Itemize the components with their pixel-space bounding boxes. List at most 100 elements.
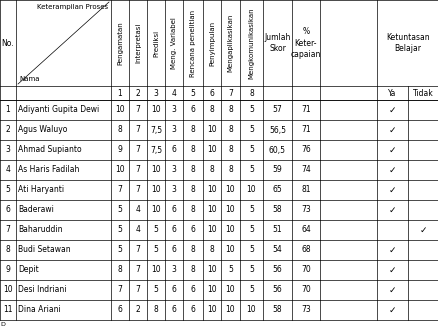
Text: 5: 5 xyxy=(248,285,253,295)
Text: Depit: Depit xyxy=(18,265,39,275)
Text: %
Keter-
capaian: % Keter- capaian xyxy=(290,27,321,59)
Text: 5: 5 xyxy=(153,226,158,235)
Text: 10: 10 xyxy=(207,146,216,154)
Text: 56,5: 56,5 xyxy=(268,126,285,134)
Text: 70: 70 xyxy=(300,265,310,275)
Text: 10: 10 xyxy=(207,126,216,134)
Text: 8: 8 xyxy=(190,126,195,134)
Text: Dina Ariani: Dina Ariani xyxy=(18,305,60,315)
Text: 7,5: 7,5 xyxy=(150,126,162,134)
Text: No.: No. xyxy=(2,38,14,48)
Text: Ati Haryanti: Ati Haryanti xyxy=(18,186,64,195)
Text: 8: 8 xyxy=(190,265,195,275)
Text: 4: 4 xyxy=(135,206,140,215)
Text: 3: 3 xyxy=(171,166,176,174)
Text: 7: 7 xyxy=(6,226,11,235)
Text: 8: 8 xyxy=(228,146,232,154)
Text: 7: 7 xyxy=(135,166,140,174)
Text: 10: 10 xyxy=(151,265,160,275)
Text: 10: 10 xyxy=(207,265,216,275)
Text: 2: 2 xyxy=(6,126,11,134)
Text: Keterampilan Proses: Keterampilan Proses xyxy=(37,4,108,10)
Text: 10: 10 xyxy=(207,226,216,235)
Text: 8: 8 xyxy=(209,106,214,114)
Text: 71: 71 xyxy=(300,106,310,114)
Text: Baharuddin: Baharuddin xyxy=(18,226,62,235)
Text: 5: 5 xyxy=(6,186,11,195)
Text: 5: 5 xyxy=(228,265,233,275)
Text: Prediksi: Prediksi xyxy=(153,30,159,56)
Text: 3: 3 xyxy=(153,89,158,97)
Text: Tidak: Tidak xyxy=(412,89,433,97)
Text: 6: 6 xyxy=(190,226,195,235)
Text: 2: 2 xyxy=(135,89,140,97)
Text: 5: 5 xyxy=(248,126,253,134)
Text: ✓: ✓ xyxy=(419,226,426,235)
Text: Baderawi: Baderawi xyxy=(18,206,54,215)
Text: ✓: ✓ xyxy=(388,206,396,215)
Text: 6: 6 xyxy=(117,305,122,315)
Text: 10: 10 xyxy=(151,206,160,215)
Text: 73: 73 xyxy=(300,206,310,215)
Text: Mengaplikasikan: Mengaplikasikan xyxy=(227,14,233,72)
Text: 8: 8 xyxy=(153,305,158,315)
Text: 70: 70 xyxy=(300,285,310,295)
Text: 3: 3 xyxy=(171,106,176,114)
Text: 7: 7 xyxy=(117,285,122,295)
Text: 6: 6 xyxy=(171,305,176,315)
Text: 4: 4 xyxy=(6,166,11,174)
Text: 5: 5 xyxy=(248,245,253,255)
Text: 6: 6 xyxy=(190,285,195,295)
Text: 4: 4 xyxy=(135,226,140,235)
Text: Nama: Nama xyxy=(19,76,39,82)
Text: Agus Waluyo: Agus Waluyo xyxy=(18,126,67,134)
Text: 5: 5 xyxy=(117,245,122,255)
Text: Budi Setawan: Budi Setawan xyxy=(18,245,71,255)
Text: 10: 10 xyxy=(207,285,216,295)
Text: 8: 8 xyxy=(190,186,195,195)
Text: 10: 10 xyxy=(246,305,256,315)
Text: ✓: ✓ xyxy=(388,265,396,275)
Text: 8: 8 xyxy=(190,245,195,255)
Text: 1: 1 xyxy=(117,89,122,97)
Text: 57: 57 xyxy=(272,106,282,114)
Text: 10: 10 xyxy=(225,226,235,235)
Text: 5: 5 xyxy=(153,245,158,255)
Text: 76: 76 xyxy=(300,146,310,154)
Text: 7: 7 xyxy=(117,186,122,195)
Text: 10: 10 xyxy=(246,186,256,195)
Text: 7: 7 xyxy=(228,89,233,97)
Text: D: D xyxy=(0,321,5,326)
Text: 10: 10 xyxy=(3,285,13,295)
Text: 8: 8 xyxy=(228,106,232,114)
Text: 2: 2 xyxy=(135,305,140,315)
Text: 8: 8 xyxy=(209,245,214,255)
Text: 8: 8 xyxy=(248,89,253,97)
Text: Rencana penelitian: Rencana penelitian xyxy=(190,10,195,76)
Text: 6: 6 xyxy=(6,206,11,215)
Text: 8: 8 xyxy=(190,206,195,215)
Text: 6: 6 xyxy=(209,89,214,97)
Text: Ya: Ya xyxy=(388,89,396,97)
Text: 9: 9 xyxy=(117,146,122,154)
Text: 7: 7 xyxy=(135,186,140,195)
Text: 6: 6 xyxy=(171,245,176,255)
Text: 8: 8 xyxy=(190,166,195,174)
Text: 8: 8 xyxy=(190,146,195,154)
Text: 71: 71 xyxy=(300,126,310,134)
Text: 5: 5 xyxy=(248,166,253,174)
Text: 3: 3 xyxy=(171,186,176,195)
Text: Interpretasi: Interpretasi xyxy=(135,23,141,63)
Text: ✓: ✓ xyxy=(388,166,396,174)
Text: ✓: ✓ xyxy=(388,245,396,255)
Text: ✓: ✓ xyxy=(388,305,396,315)
Text: Ketuntasan
Belajar: Ketuntasan Belajar xyxy=(385,32,429,53)
Text: 5: 5 xyxy=(117,226,122,235)
Text: Ahmad Supianto: Ahmad Supianto xyxy=(18,146,81,154)
Text: 65: 65 xyxy=(272,186,282,195)
Text: 6: 6 xyxy=(171,285,176,295)
Text: 7,5: 7,5 xyxy=(150,146,162,154)
Text: 10: 10 xyxy=(225,245,235,255)
Text: 5: 5 xyxy=(117,206,122,215)
Text: 8: 8 xyxy=(209,166,214,174)
